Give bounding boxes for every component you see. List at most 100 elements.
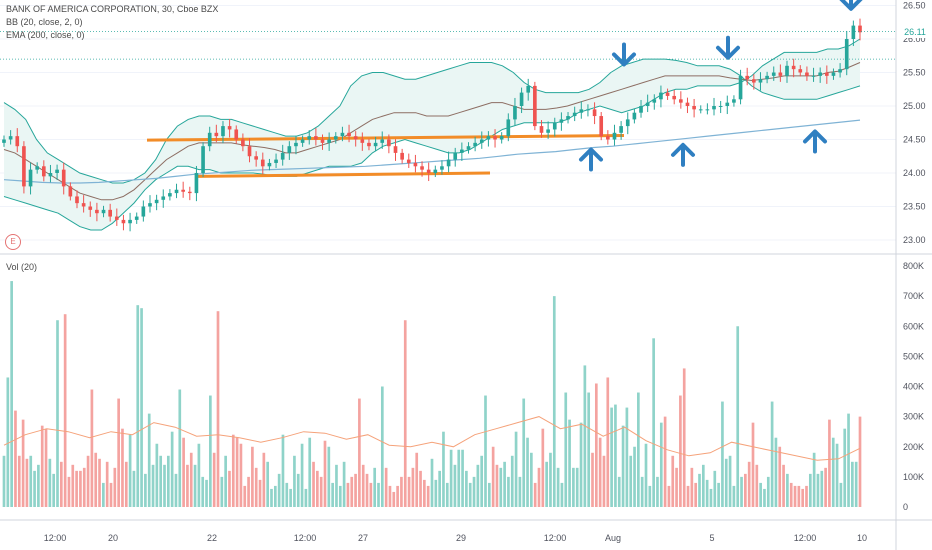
candle-body [526,85,531,93]
annotation-arrows [579,0,863,172]
bb-legend[interactable]: BB (20, close, 2, 0) [6,17,83,27]
candle-body [426,169,431,173]
volume-bar [358,398,361,507]
volume-bar [193,464,197,507]
volume-bar [491,446,495,507]
candle-body [519,92,524,106]
candle-body [168,193,172,197]
volume-bar [476,464,480,507]
candle-body [280,152,285,160]
candle-body [705,109,710,111]
candle-body [698,109,703,111]
price-tick-label: 25.50 [903,68,926,78]
candle-body [440,166,444,170]
price-axis-labels: 26.50 26.00 25.50 25.00 24.50 24.00 23.50 23.00 [903,1,926,246]
up-arrow-icon [579,147,603,162]
candle-body [287,146,292,153]
volume-bar [384,467,388,507]
volume-bar [598,437,602,507]
volume-bar [71,464,75,507]
candle-body [347,132,351,137]
ema-200-line [3,119,861,184]
volume-bar [392,491,396,507]
candle-body [460,149,464,153]
candle-body [61,169,66,187]
candle-body [785,65,789,76]
volume-bar [224,455,227,507]
volume-bar [6,377,10,507]
volume-bar [361,464,365,507]
volume-bar [293,455,296,507]
volume-bar [25,458,29,507]
candle-body [745,75,750,80]
candle-body [367,142,371,147]
volume-bar [606,377,610,507]
candle-body [314,136,318,140]
candle-body [778,72,783,76]
candle-body [400,152,404,160]
volume-bar [102,482,105,507]
volume-axis-labels: 800K 700K 600K 500K 400K 300K 200K 100K 0 [903,261,924,512]
volume-bar [75,470,78,507]
volume-bar [2,455,6,507]
volume-bar [637,392,640,507]
candle-body [234,129,239,140]
volume-bar [308,437,312,507]
volume-bar [556,467,560,507]
candle-body [659,92,663,100]
volume-bar [40,425,44,507]
volume-legend[interactable]: Vol (20) [6,262,38,272]
volume-bar [197,443,201,507]
volume-bar [778,446,782,507]
volume-bar [816,473,820,507]
volume-ma-line [3,416,861,461]
candle-body [181,189,185,192]
volume-bar [854,461,858,507]
volume-bar [209,395,212,507]
volume-bar [468,482,472,507]
volume-bar [216,311,220,507]
volume-bar [831,437,835,507]
candle-body [798,69,803,73]
candle-body [672,95,677,100]
volume-bar [526,437,529,507]
volume-bar [793,485,797,507]
candle-body [579,109,584,113]
volume-bar [514,431,518,507]
volume-bar [300,443,304,507]
volume-bar [682,368,686,507]
time-tick-label: 12:00 [794,533,817,543]
bb-upper-line [3,58,861,184]
candle-body [685,102,690,106]
volume-bar [434,479,438,507]
candle-body [406,159,411,163]
volume-bar [17,455,21,507]
candle-body [592,109,597,117]
volume-bar [52,473,56,507]
candle-body [851,25,856,39]
volume-bar [121,428,124,507]
candle-body [805,72,809,76]
volume-bar [373,467,377,507]
volume-tick-label: 0 [903,502,908,512]
candle-body [639,106,643,113]
earnings-badge[interactable]: E [5,234,21,250]
volume-bar [14,410,17,507]
candle-body [260,159,265,167]
candle-body [758,79,763,83]
volume-bar [453,464,457,507]
candle-body [466,146,471,150]
volume-bar [648,485,652,507]
volume-bar [533,482,537,507]
volume-bar [541,428,545,507]
ema-legend[interactable]: EMA (200, close, 0) [6,30,85,40]
candle-body [128,219,132,224]
volume-bar [835,443,839,507]
volume-bar [117,398,120,507]
volume-bar [163,464,166,507]
volume-bar [591,452,594,507]
candle-body [572,112,577,117]
volume-bar [388,485,392,507]
volume-bar [419,470,422,507]
